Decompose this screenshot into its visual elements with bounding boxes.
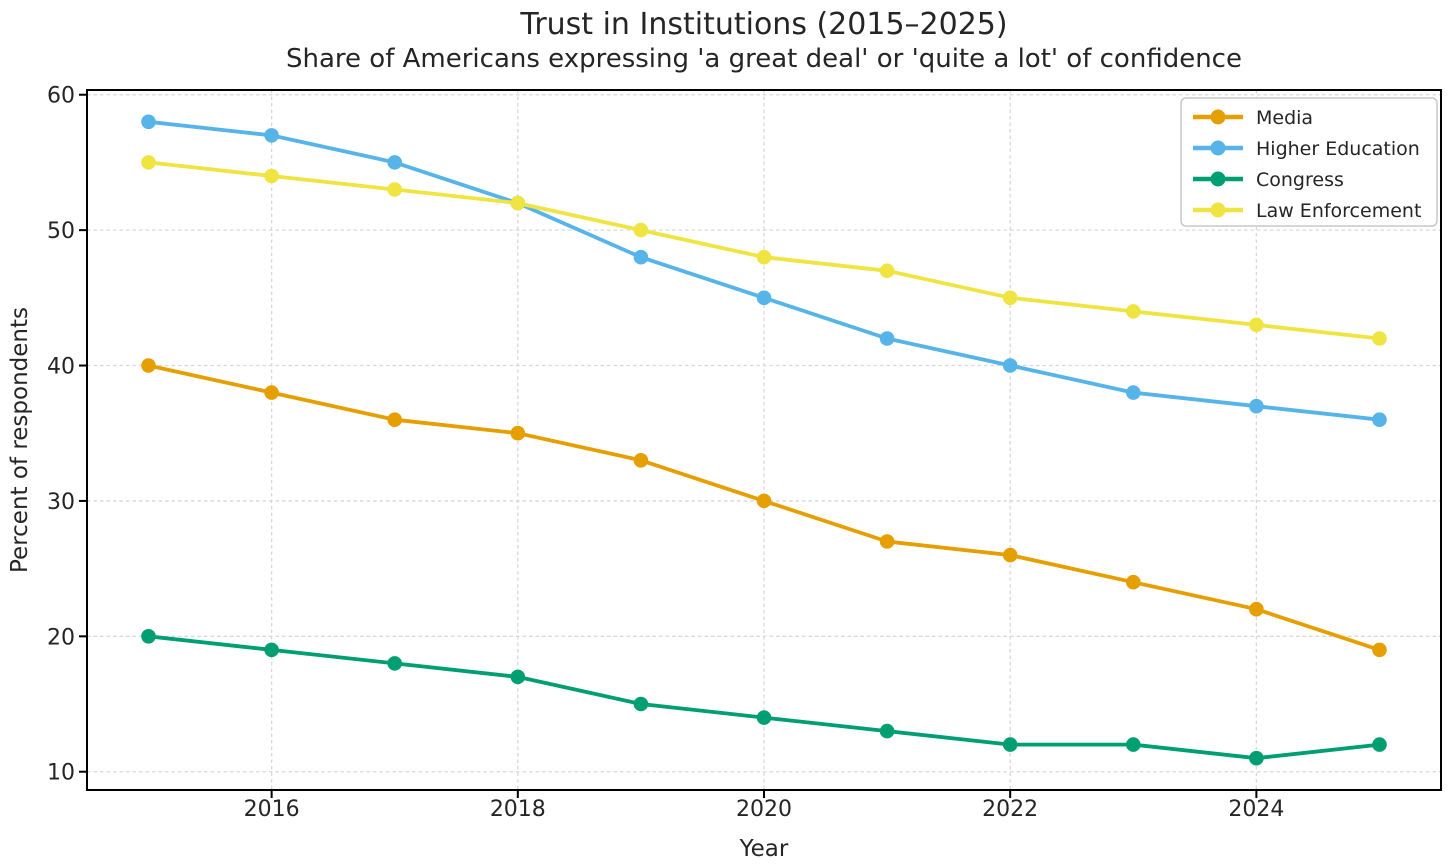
data-point-marker bbox=[264, 128, 279, 143]
x-tick-label: 2018 bbox=[490, 797, 546, 822]
data-point-marker bbox=[633, 249, 649, 265]
legend-marker-swatch bbox=[1210, 140, 1226, 156]
x-tick-label: 2022 bbox=[982, 797, 1038, 822]
data-point-marker bbox=[1126, 385, 1141, 400]
data-point-marker bbox=[510, 425, 526, 441]
y-tick-label: 20 bbox=[47, 625, 75, 650]
data-point-marker bbox=[1249, 317, 1264, 333]
y-tick-label: 30 bbox=[47, 490, 75, 515]
data-point-marker bbox=[141, 629, 156, 644]
legend-marker-swatch bbox=[1210, 171, 1226, 187]
data-point-marker bbox=[633, 222, 649, 238]
data-point-marker bbox=[1372, 412, 1387, 428]
data-point-marker bbox=[1002, 547, 1018, 563]
data-point-marker bbox=[1249, 601, 1264, 617]
data-point-marker bbox=[1002, 737, 1018, 752]
data-point-marker bbox=[1249, 750, 1264, 766]
data-point-marker bbox=[1249, 398, 1264, 414]
data-point-marker bbox=[879, 331, 895, 346]
data-point-marker bbox=[387, 656, 403, 671]
x-tick-label: 2020 bbox=[736, 797, 792, 822]
data-point-marker bbox=[633, 696, 649, 712]
data-point-marker bbox=[510, 195, 526, 211]
chart-subtitle: Share of Americans expressing 'a great d… bbox=[286, 44, 1242, 74]
x-axis-label: Year bbox=[739, 836, 789, 862]
data-point-marker bbox=[141, 114, 156, 130]
data-point-marker bbox=[1126, 304, 1141, 319]
data-point-marker bbox=[879, 263, 895, 279]
data-point-marker bbox=[264, 385, 279, 400]
data-point-marker bbox=[756, 249, 772, 265]
data-point-marker bbox=[1372, 642, 1387, 658]
legend-label: Law Enforcement bbox=[1256, 200, 1421, 222]
legend-marker-swatch bbox=[1210, 202, 1226, 218]
legend-label: Higher Education bbox=[1256, 138, 1420, 160]
data-point-marker bbox=[387, 155, 403, 170]
legend-label: Media bbox=[1256, 107, 1313, 129]
data-point-marker bbox=[756, 493, 772, 509]
data-point-marker bbox=[1002, 358, 1018, 373]
data-point-marker bbox=[264, 168, 279, 184]
data-point-marker bbox=[141, 358, 156, 373]
x-tick-label: 2016 bbox=[244, 797, 300, 822]
legend-box bbox=[1180, 97, 1438, 227]
data-point-marker bbox=[756, 290, 772, 306]
data-point-marker bbox=[879, 534, 895, 549]
x-tick-label: 2024 bbox=[1228, 797, 1284, 822]
y-tick-label: 50 bbox=[47, 219, 75, 244]
data-point-marker bbox=[1372, 331, 1387, 346]
data-point-marker bbox=[633, 453, 649, 468]
legend-label: Congress bbox=[1256, 169, 1344, 191]
chart-title: Trust in Institutions (2015–2025) bbox=[520, 7, 1008, 42]
data-point-marker bbox=[1372, 737, 1387, 752]
legend-marker-swatch bbox=[1210, 109, 1226, 125]
data-point-marker bbox=[879, 723, 895, 739]
data-point-marker bbox=[510, 669, 526, 685]
y-tick-label: 60 bbox=[47, 84, 75, 109]
y-axis-label: Percent of respondents bbox=[7, 307, 33, 573]
y-tick-label: 10 bbox=[47, 761, 75, 786]
data-point-marker bbox=[264, 642, 279, 658]
data-point-marker bbox=[141, 155, 156, 170]
data-point-marker bbox=[1126, 574, 1141, 590]
data-point-marker bbox=[387, 412, 403, 428]
y-tick-label: 40 bbox=[47, 355, 75, 380]
data-point-marker bbox=[1126, 737, 1141, 752]
data-point-marker bbox=[756, 710, 772, 725]
data-point-marker bbox=[387, 182, 403, 197]
data-point-marker bbox=[1002, 290, 1018, 306]
